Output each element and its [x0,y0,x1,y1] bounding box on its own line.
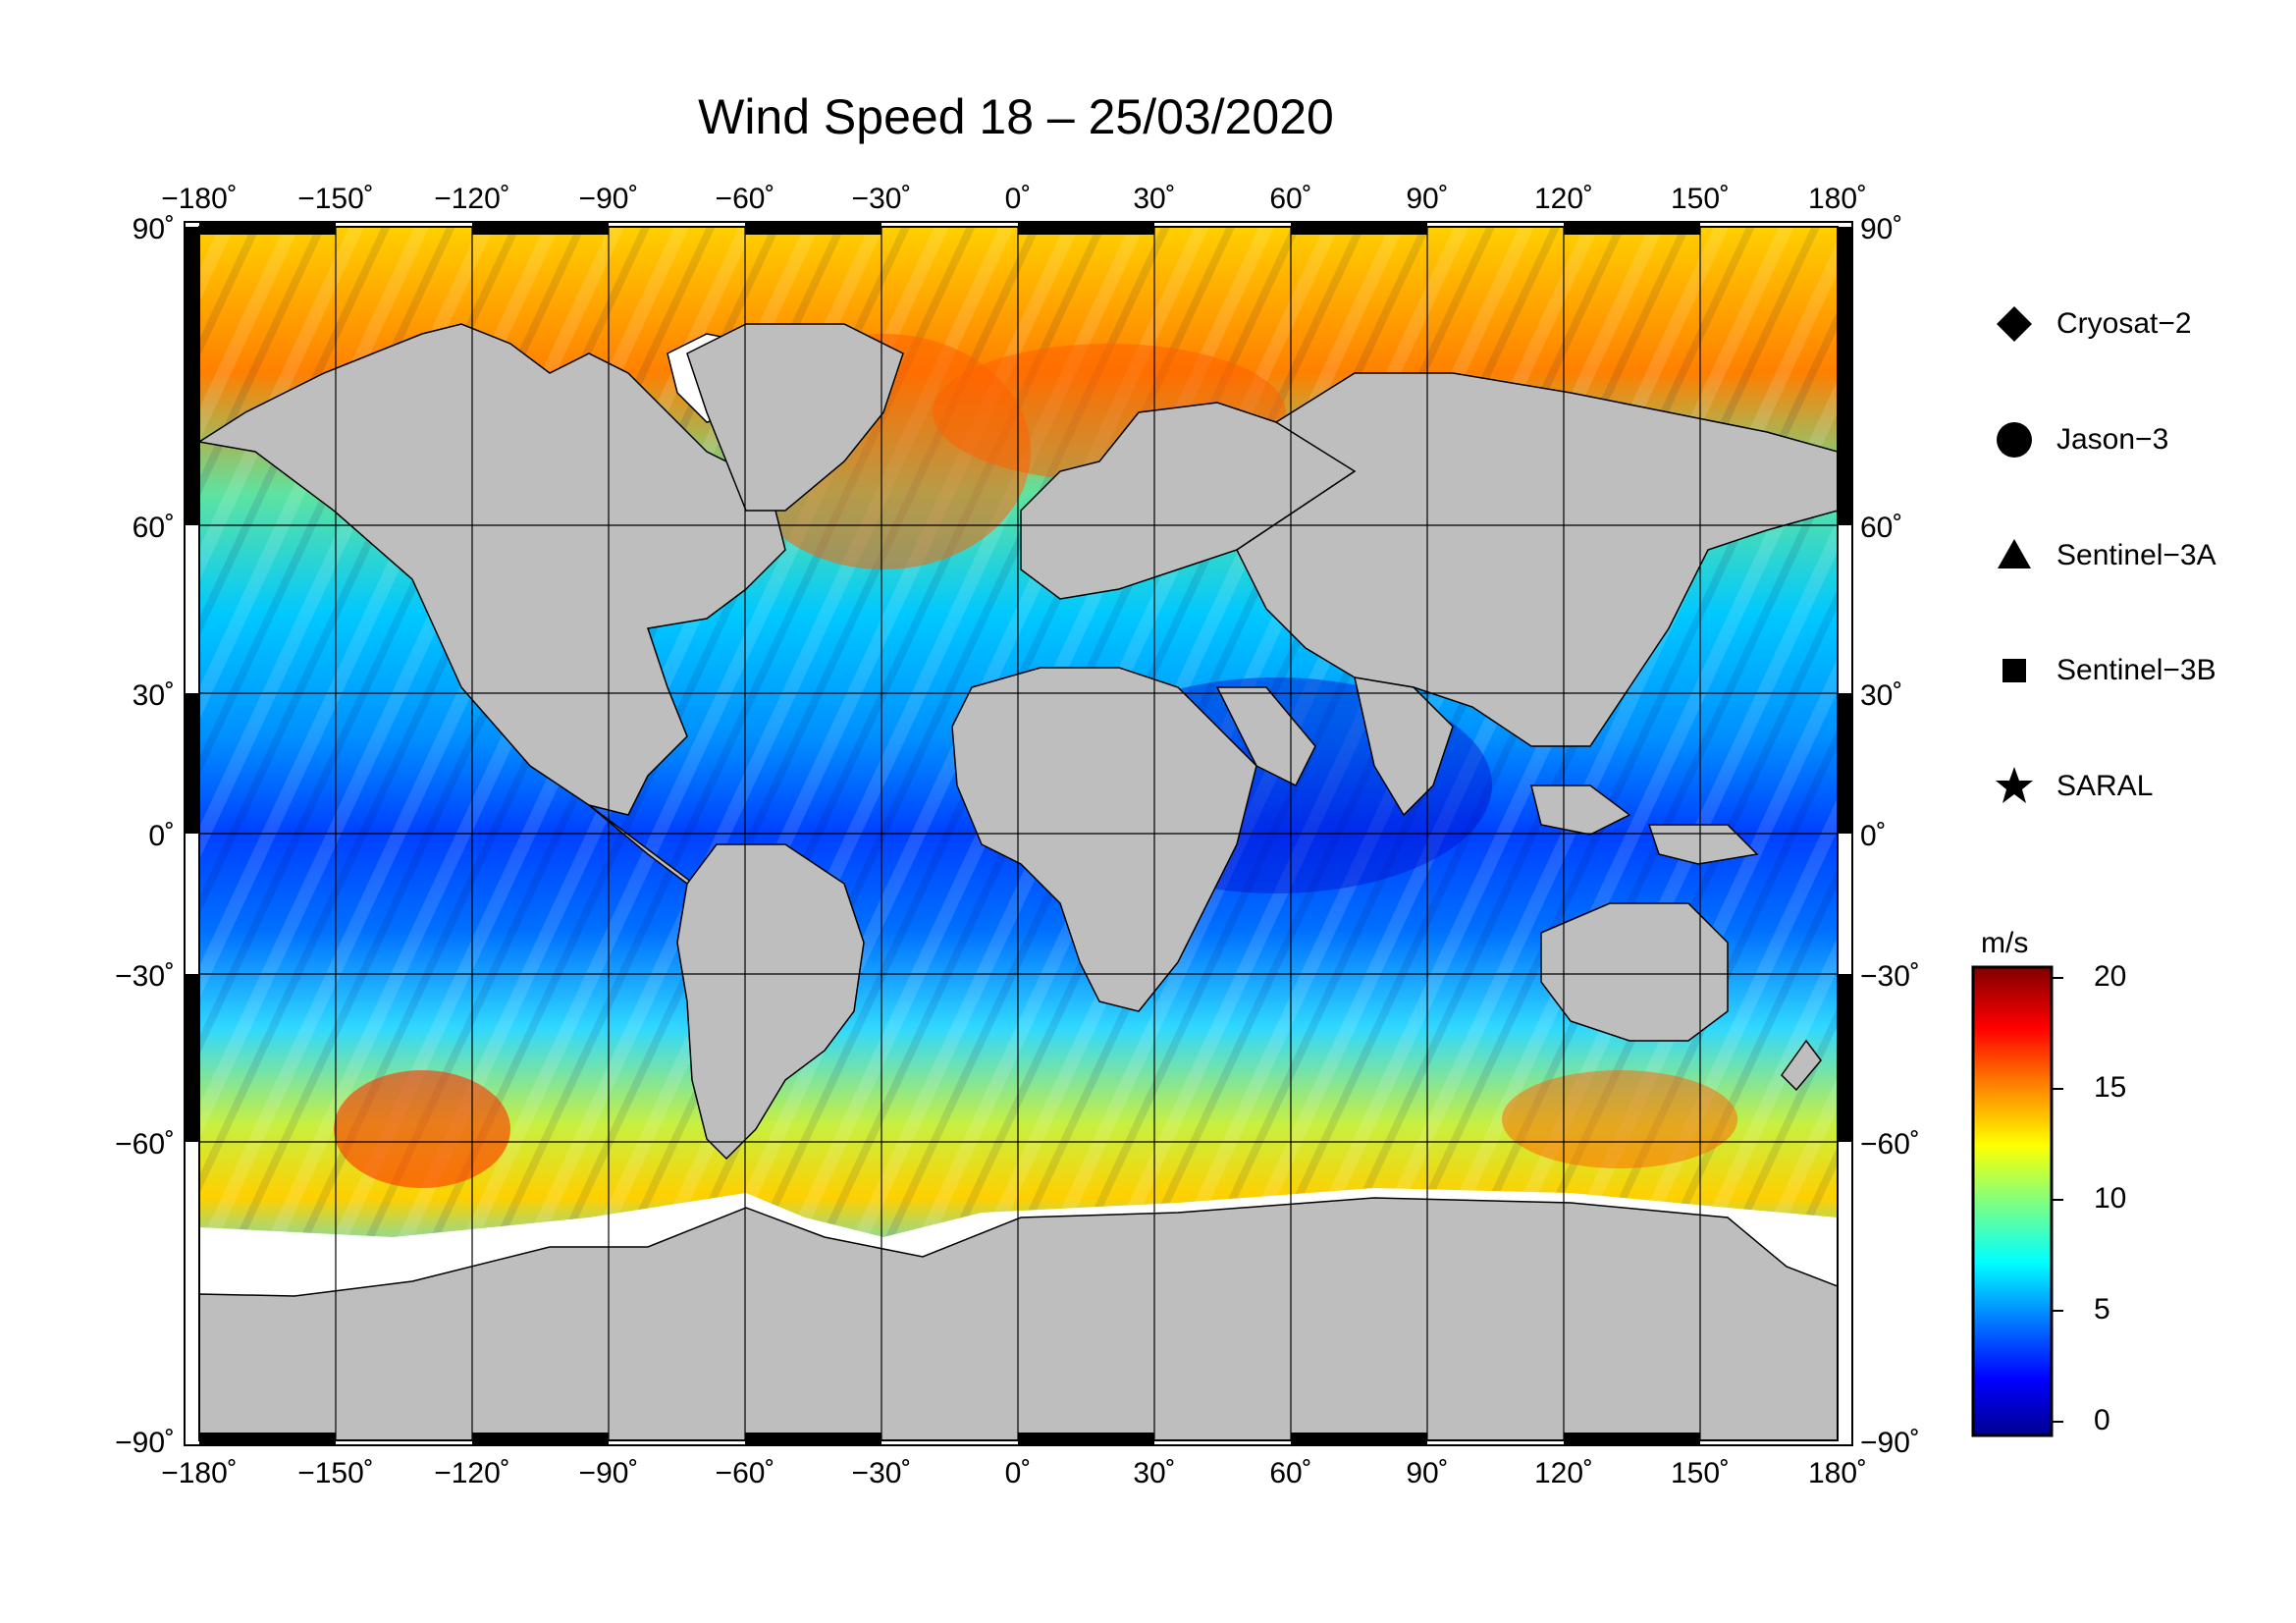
latitude-tick-label: −30˚ [115,960,175,993]
legend-label-sentinel-3a: Sentinel−3A [2056,539,2216,571]
longitude-tick-label: 120˚ [1534,183,1593,215]
longitude-tick-label: 150˚ [1671,183,1730,215]
ocean-wind-field [199,227,1838,1440]
legend-label-saral: SARAL [2056,770,2154,802]
circle-icon [1995,420,2034,460]
latitude-tick-label: 90˚ [133,213,175,245]
legend-label-sentinel-3b: Sentinel−3B [2056,654,2216,686]
latitude-ticks-right: 90˚ 60˚ 30˚ 0˚ −30˚ −60˚ −90˚ [1860,213,1920,1459]
longitude-tick-label: 90˚ [1406,1457,1448,1489]
colorbar [1971,965,2054,1437]
longitude-ticks-bottom: −180˚ −150˚ −120˚ −90˚ −60˚ −30˚ 0˚ 30˚ 60˚ 90˚ 12… [161,1457,1867,1489]
colorbar-tick-label: 20 [2094,960,2127,993]
latitude-tick-label: 30˚ [133,679,175,712]
longitude-tick-label: 0˚ [1005,183,1032,215]
longitude-tick-label: −90˚ [579,1457,639,1489]
longitude-tick-label: 0˚ [1005,1457,1032,1489]
colorbar-tick-label: 0 [2094,1404,2110,1436]
longitude-tick-label: 90˚ [1406,183,1448,215]
colorbar-unit: m/s [1981,927,2029,959]
longitude-tick-label: 60˚ [1269,183,1311,215]
latitude-tick-label: 60˚ [1860,512,1902,544]
colorbar-tick-label: 10 [2094,1182,2127,1215]
diamond-icon [1995,304,2034,344]
latitude-tick-label: 0˚ [148,820,175,852]
map-title: Wind Speed 18 – 25/03/2020 [698,89,1334,144]
latitude-tick-label: 0˚ [1860,820,1887,852]
longitude-tick-label: −180˚ [161,1457,238,1489]
longitude-tick-label: 120˚ [1534,1457,1593,1489]
longitude-tick-label: −120˚ [434,183,510,215]
latitude-tick-label: 90˚ [1860,213,1902,245]
colorbar-tick-marks [2052,977,2063,1423]
square-icon [1995,651,2034,690]
colorbar-tick-label: 15 [2094,1071,2127,1104]
latitude-tick-label: −30˚ [1860,960,1920,993]
longitude-tick-label: 180˚ [1808,1457,1867,1489]
longitude-tick-label: −30˚ [852,183,912,215]
longitude-tick-label: −30˚ [852,1457,912,1489]
map-frame [184,221,1853,1446]
longitude-ticks-top: −180˚ −150˚ −120˚ −90˚ −60˚ −30˚ 0˚ 30˚ 60˚ 90˚ 12… [161,183,1867,215]
longitude-tick-label: −120˚ [434,1457,510,1489]
latitude-ticks-left: 90˚ 60˚ 30˚ 0˚ −30˚ −60˚ −90˚ [115,213,175,1459]
latitude-tick-label: 30˚ [1860,679,1902,712]
longitude-tick-label: −150˚ [297,1457,374,1489]
longitude-tick-label: −60˚ [716,1457,775,1489]
latitude-tick-label: 60˚ [133,512,175,544]
longitude-tick-label: −60˚ [716,183,775,215]
longitude-tick-label: −90˚ [579,183,639,215]
legend-label-jason: Jason−3 [2056,423,2169,456]
latitude-tick-label: −90˚ [115,1427,175,1459]
longitude-tick-label: 30˚ [1133,183,1175,215]
graticule [199,227,1838,1440]
colorbar-tick-label: 5 [2094,1293,2110,1325]
latitude-tick-label: −90˚ [1860,1427,1920,1459]
longitude-tick-label: 30˚ [1133,1457,1175,1489]
latitude-tick-label: −60˚ [1860,1128,1920,1161]
longitude-tick-label: −150˚ [297,183,374,215]
longitude-tick-label: 180˚ [1808,183,1867,215]
longitude-tick-label: −180˚ [161,183,238,215]
legend-label-cryosat: Cryosat−2 [2056,307,2192,340]
longitude-tick-label: 60˚ [1269,1457,1311,1489]
triangle-icon [1995,535,2034,574]
latitude-tick-label: −60˚ [115,1128,175,1161]
star-icon [1995,766,2034,805]
longitude-tick-label: 150˚ [1671,1457,1730,1489]
